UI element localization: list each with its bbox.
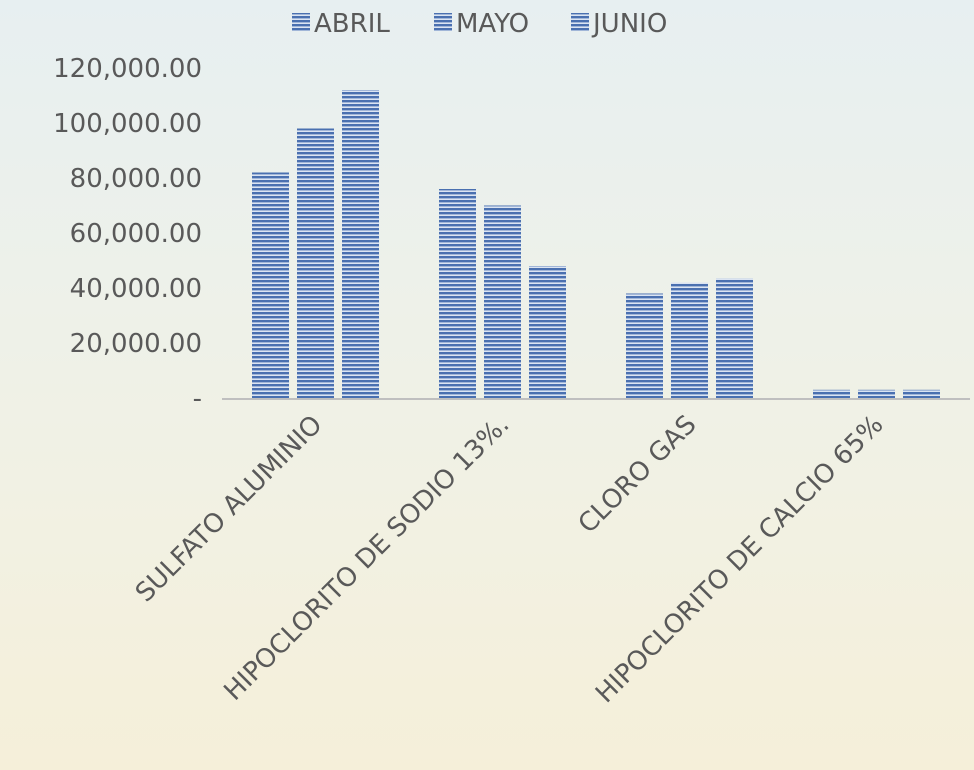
legend-swatch-junio [571,13,589,31]
bar-junio [529,266,566,398]
legend-swatch-abril [292,13,310,31]
bar-junio [342,90,379,398]
legend-swatch-mayo [434,13,452,31]
bar-junio [716,278,753,398]
bar-mayo [858,390,895,398]
bar-abril [813,390,850,398]
plot-area [252,90,940,398]
legend: ABRIL MAYO JUNIO [292,9,667,39]
bar-abril [252,173,289,399]
legend-label-abril: ABRIL [314,9,390,39]
bar-mayo [297,129,334,399]
legend-label-junio: JUNIO [591,9,667,39]
bar-mayo [484,206,521,399]
bar-abril [439,189,476,398]
x-tick-label: CLORO GAS [573,410,703,540]
legend-label-mayo: MAYO [456,9,529,39]
y-tick-label: 120,000.00 [53,54,202,84]
y-tick-label: 80,000.00 [70,164,202,194]
y-axis: - 20,000.00 40,000.00 60,000.00 80,000.00 100… [53,54,202,414]
y-tick-label: 40,000.00 [70,274,202,304]
y-tick-label: 100,000.00 [53,109,202,139]
y-tick-label: - [193,384,202,414]
bar-abril [626,294,663,399]
x-tick-label: SULFATO ALUMINIO [130,410,328,608]
y-tick-label: 20,000.00 [70,329,202,359]
y-tick-label: 60,000.00 [70,219,202,249]
bar-junio [903,390,940,398]
bar-mayo [671,283,708,399]
